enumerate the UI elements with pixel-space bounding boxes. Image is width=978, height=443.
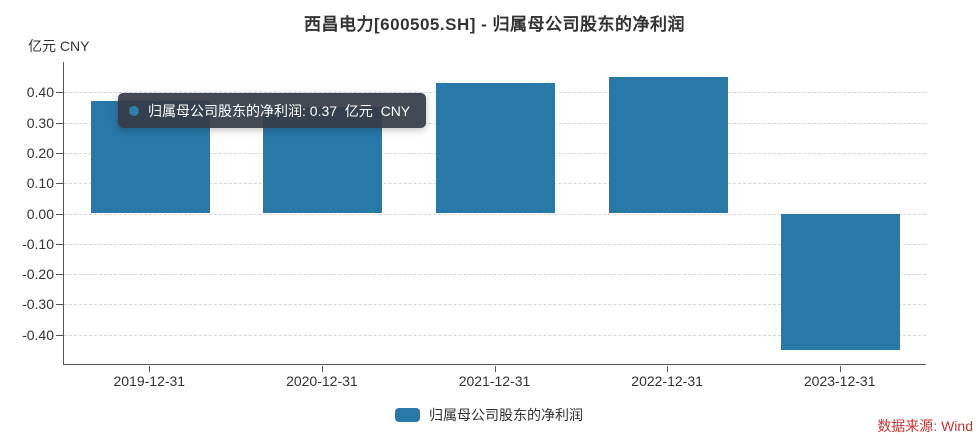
legend-swatch-icon[interactable] bbox=[395, 408, 420, 422]
data-source-label: 数据来源: Wind bbox=[877, 418, 973, 434]
x-axis-label: 2021-12-31 bbox=[458, 373, 531, 389]
tooltip: 归属母公司股东的净利润: 0.37 亿元 CNY bbox=[118, 93, 427, 128]
y-axis-tick bbox=[56, 334, 63, 336]
x-axis-label: 2020-12-31 bbox=[286, 373, 358, 389]
y-axis-tick bbox=[56, 152, 63, 154]
bar[interactable] bbox=[608, 77, 728, 214]
legend[interactable]: 归属母公司股东的净利润 bbox=[0, 405, 978, 425]
y-axis-tick bbox=[56, 122, 63, 124]
bar[interactable] bbox=[781, 213, 901, 350]
x-axis-label: 2019-12-31 bbox=[113, 373, 186, 389]
y-tick-label: 0.10 bbox=[26, 175, 54, 192]
y-tick-label: -0.20 bbox=[22, 266, 54, 283]
plot-area[interactable] bbox=[63, 62, 926, 365]
chart-title: 西昌电力[600505.SH] - 归属母公司股东的净利润 bbox=[304, 15, 685, 34]
x-axis-label: 2022-12-31 bbox=[631, 373, 703, 389]
y-axis-tick bbox=[56, 304, 63, 306]
y-tick-label: -0.40 bbox=[22, 326, 54, 343]
gridline bbox=[64, 243, 926, 245]
x-axis-tick bbox=[839, 366, 841, 372]
x-axis-tick bbox=[494, 366, 496, 372]
x-axis-tick bbox=[667, 366, 669, 372]
legend-label[interactable]: 归属母公司股东的净利润 bbox=[429, 407, 583, 423]
y-axis-tick bbox=[56, 243, 63, 245]
gridline bbox=[64, 304, 926, 306]
y-axis-unit-label: 亿元 CNY bbox=[28, 38, 90, 54]
y-tick-label: 0.30 bbox=[26, 114, 54, 131]
y-axis-tick bbox=[56, 213, 63, 215]
x-axis-tick bbox=[149, 366, 151, 372]
y-axis-tick bbox=[56, 183, 63, 185]
y-tick-label: 0.20 bbox=[26, 144, 54, 161]
gridline bbox=[64, 213, 926, 215]
y-tick-label: 0.40 bbox=[26, 84, 54, 101]
tooltip-text: 归属母公司股东的净利润: 0.37 亿元 CNY bbox=[148, 102, 411, 119]
x-axis-label: 2023-12-31 bbox=[803, 373, 876, 389]
y-axis-tick bbox=[56, 274, 63, 276]
series-marker-icon bbox=[129, 105, 139, 116]
x-axis-tick bbox=[321, 366, 323, 372]
gridline bbox=[64, 334, 926, 336]
y-tick-label: -0.30 bbox=[22, 296, 54, 313]
gridline bbox=[64, 274, 926, 276]
y-tick-label: 0.00 bbox=[26, 205, 54, 222]
y-axis-tick bbox=[56, 92, 63, 94]
y-tick-label: -0.10 bbox=[22, 235, 54, 252]
bar[interactable] bbox=[436, 83, 555, 214]
